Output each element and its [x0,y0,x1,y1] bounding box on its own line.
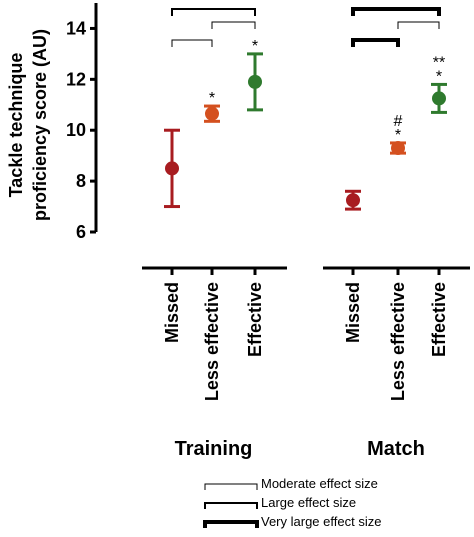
category-label: Less effective [202,282,222,401]
legend-label: Moderate effect size [261,476,378,491]
significance-marker: * [209,90,215,107]
effect-size-bracket [351,38,400,47]
mean-point [165,161,179,176]
effect-size-bracket [171,8,256,16]
y-tick-label: 14 [66,18,86,38]
effect-size-bracket [211,21,256,29]
mean-point [432,91,446,106]
category-label: Effective [429,282,449,357]
legend-label: Large effect size [261,495,356,510]
y-tick-label: 8 [76,171,86,191]
significance-marker-2: # [394,113,403,130]
significance-marker: * [252,38,258,55]
significance-marker-2: ** [433,54,445,71]
category-label: Less effective [388,282,408,401]
group-label: Training [175,438,253,460]
category-label: Missed [343,282,363,343]
effect-size-bracket [351,7,441,16]
legend-label: Very large effect size [261,514,381,529]
y-tick-label: 12 [66,69,86,89]
legend-swatch [204,483,258,490]
y-axis-label-line-2: proficiency score (AU) [30,29,50,221]
y-tick-label: 6 [76,222,86,242]
mean-point [248,74,262,89]
mean-point [346,193,360,208]
significance-marker: * [395,127,401,144]
group-label: Match [367,438,425,460]
legend: Moderate effect size Large effect size Ver… [203,476,381,529]
effect-size-bracket [171,39,213,47]
mean-point [205,106,219,121]
y-tick-label: 10 [66,120,86,140]
y-axis-label-line-1: Tackle technique [6,53,26,198]
category-label: Effective [245,282,265,357]
effect-size-bracket [397,21,440,29]
legend-swatch [203,520,259,528]
chart-groups: Missed*Less effective*EffectiveTrainingM… [142,7,470,460]
mean-point [391,141,405,156]
significance-marker: * [436,68,442,85]
category-label: Missed [162,282,182,343]
y-axis: 6 8 10 12 14 [66,3,98,242]
legend-swatch [204,502,258,509]
group-training: Missed * Less effective * Effective Training [142,8,287,460]
